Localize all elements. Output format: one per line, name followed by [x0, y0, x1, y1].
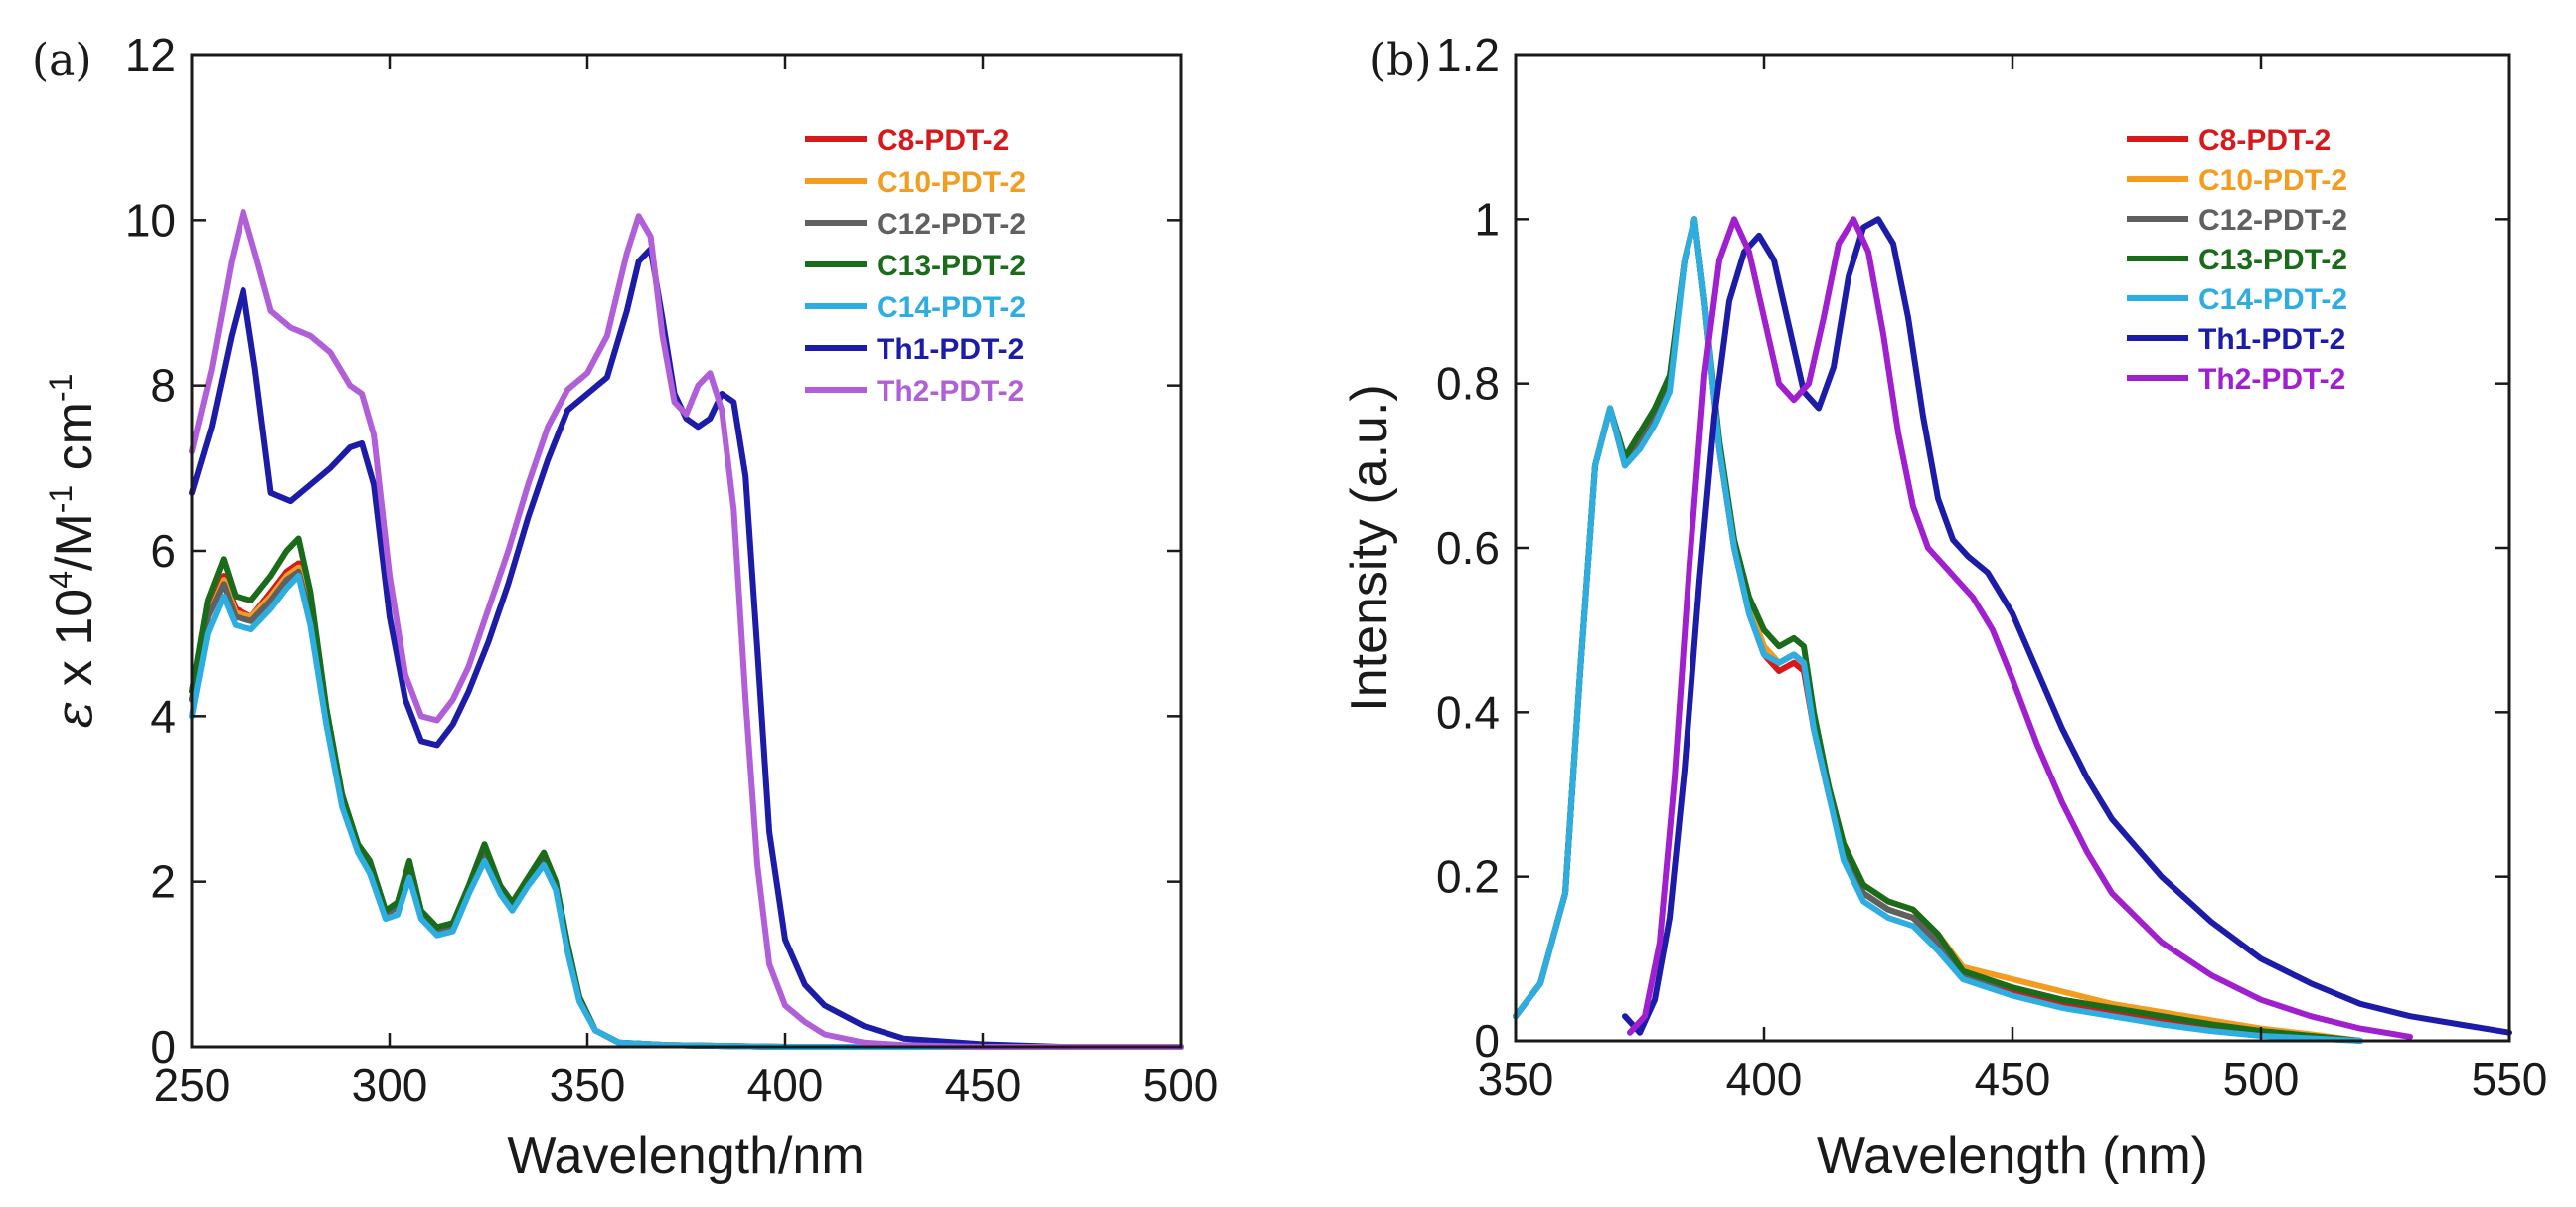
y-tick-label: 1: [1474, 193, 1500, 245]
y-tick-label: 0: [150, 1021, 176, 1073]
panel-a-y-axis-label: ε x 104/M-1 cm-1: [43, 374, 104, 729]
panel-b-x-tick-labels: 350 400 450 500 550: [1478, 1053, 2548, 1105]
legend-label: Th2-PDT-2: [877, 375, 1024, 408]
x-tick-label: 300: [352, 1059, 428, 1111]
legend-label: Th1-PDT-2: [2198, 323, 2345, 356]
legend-label: C13-PDT-2: [877, 250, 1026, 282]
legend-label: C10-PDT-2: [2198, 164, 2347, 197]
legend-label: C8-PDT-2: [2198, 124, 2331, 157]
y-tick-label: 0.2: [1436, 851, 1500, 903]
panel-b-legend: C8-PDT-2 C10-PDT-2 C12-PDT-2 C13-PDT-2 C14-P…: [2127, 124, 2347, 396]
x-tick-label: 500: [1143, 1059, 1219, 1111]
panel-b-y-axis-label: Intensity (a.u.): [1341, 384, 1398, 711]
panel-b: (b) 350 400 450 500 550 0 0.2 0.4 0.6 0.8 1 1.2 Wa…: [1341, 29, 2547, 1185]
x-tick-label: 250: [154, 1059, 231, 1111]
panel-b-y-tick-labels: 0 0.2 0.4 0.6 0.8 1 1.2: [1436, 29, 1500, 1067]
y-tick-label: 0.4: [1436, 686, 1500, 738]
legend-label: C13-PDT-2: [2198, 244, 2347, 276]
x-tick-label: 400: [1726, 1053, 1803, 1105]
x-tick-label: 450: [1975, 1053, 2051, 1105]
y-tick-label: 12: [125, 29, 176, 81]
x-tick-label: 350: [550, 1059, 626, 1111]
x-tick-label: 550: [2472, 1053, 2548, 1105]
panel-a-legend: C8-PDT-2 C10-PDT-2 C12-PDT-2 C13-PDT-2 C14-P…: [805, 124, 1026, 408]
y-tick-label: 0: [1474, 1015, 1500, 1067]
panel-a-x-axis-label: Wavelength/nm: [507, 1127, 864, 1185]
y-label-epsilon: ε: [45, 701, 104, 729]
series-line-th2-pdt-2: [189, 209, 1184, 1050]
y-tick-label: 0.6: [1436, 522, 1500, 574]
legend-label: C10-PDT-2: [877, 166, 1026, 199]
panel-a-axis-ticks: [190, 53, 1183, 1049]
panel-a: (a) 250 300 350 400 450 500 0 2 4 6 8 10 12 Wavelen…: [32, 29, 1218, 1185]
y-label-exponent-4: 4: [43, 571, 79, 589]
y-tick-label: 4: [150, 690, 176, 742]
panel-a-label: (a): [32, 35, 92, 86]
legend-label: Th2-PDT-2: [2198, 363, 2345, 396]
y-tick-label: 1.2: [1436, 29, 1500, 81]
y-label-cm: cm: [46, 402, 103, 485]
legend-label: C14-PDT-2: [877, 291, 1026, 324]
y-tick-label: 8: [150, 360, 176, 412]
panel-b-series-group: [1513, 216, 2512, 1044]
y-label-times-ten: x 10: [46, 589, 103, 701]
legend-label: C8-PDT-2: [877, 124, 1009, 157]
series-line-th2-pdt-2: [1627, 216, 2413, 1040]
y-tick-label: 2: [150, 856, 176, 908]
y-label-exponent-minus1-a: -1: [43, 485, 79, 513]
panel-b-x-axis-label: Wavelength (nm): [1817, 1127, 2208, 1185]
y-tick-label: 6: [150, 525, 176, 577]
series-line-c14-pdt-2: [1513, 216, 2363, 1044]
series-line-c14-pdt-2: [189, 573, 1184, 1050]
legend-label: Th1-PDT-2: [877, 333, 1024, 366]
x-tick-label: 350: [1478, 1053, 1554, 1105]
y-label-exponent-minus1-b: -1: [43, 374, 79, 402]
x-tick-label: 500: [2223, 1053, 2300, 1105]
legend-label: C12-PDT-2: [877, 208, 1026, 241]
panel-a-series-group: [189, 209, 1184, 1050]
legend-label: C12-PDT-2: [2198, 204, 2347, 237]
y-tick-label: 10: [125, 194, 176, 246]
panel-b-label: (b): [1369, 35, 1432, 86]
y-label-molar: /M: [46, 513, 103, 571]
panel-a-plot-frame: [190, 53, 1183, 1049]
series-line-th1-pdt-2: [189, 246, 1184, 1050]
panel-a-x-tick-labels: 250 300 350 400 450 500: [154, 1059, 1219, 1111]
x-tick-label: 450: [945, 1059, 1022, 1111]
series-line-th1-pdt-2: [1622, 216, 2512, 1036]
panel-a-y-tick-labels: 0 2 4 6 8 10 12: [125, 29, 176, 1073]
x-tick-label: 400: [747, 1059, 824, 1111]
panel-b-axis-ticks: [1514, 53, 2511, 1043]
legend-label: C14-PDT-2: [2198, 283, 2347, 316]
y-tick-label: 0.8: [1436, 358, 1500, 410]
